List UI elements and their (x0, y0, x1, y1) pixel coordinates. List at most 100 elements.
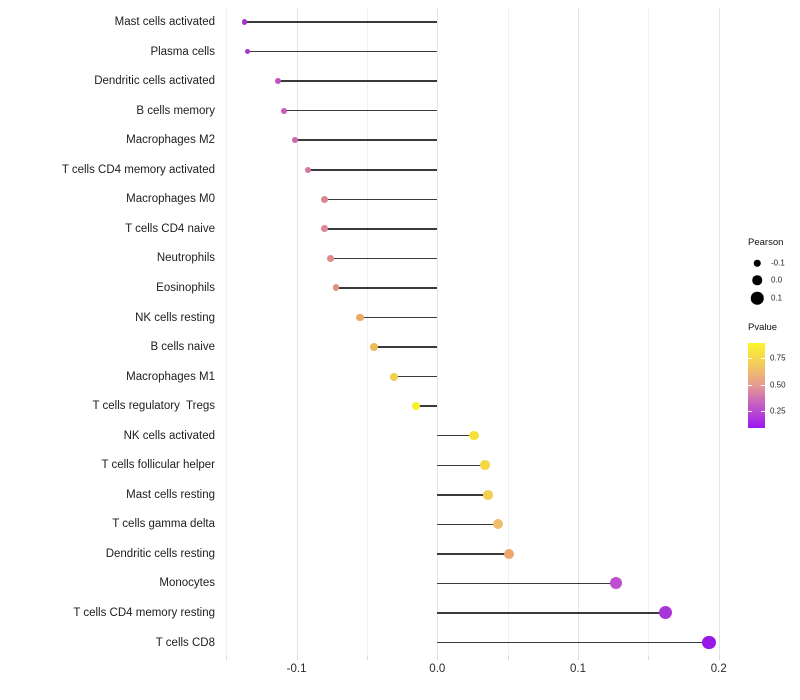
lollipop-dot (244, 48, 250, 55)
lollipop-stem (307, 169, 438, 171)
x-axis-tick-label: 0.2 (710, 663, 727, 675)
size-legend-label: 0.0 (771, 275, 783, 285)
size-legend-label: -0.1 (771, 258, 785, 268)
y-axis-label: Dendritic cells activated (94, 75, 215, 88)
y-axis-label: Macrophages M2 (126, 134, 215, 147)
grid-major-line (718, 8, 720, 656)
lollipop-dot (411, 401, 421, 411)
y-axis-label: T cells CD4 naive (125, 222, 215, 235)
lollipop-dot (658, 606, 672, 620)
lollipop-stem (437, 523, 498, 526)
y-axis-label: NK cells resting (135, 311, 215, 324)
y-axis-label: Macrophages M0 (126, 193, 215, 206)
y-axis-label: Mast cells resting (126, 488, 215, 501)
lollipop-stem (437, 612, 666, 614)
lollipop-dot (370, 343, 378, 351)
x-axis-tick (366, 656, 368, 660)
lollipop-stem (373, 346, 438, 348)
pvalue-tick-label: 0.25 (770, 406, 786, 416)
lollipop-dot (480, 460, 490, 471)
grid-major-line (296, 8, 298, 656)
lollipop-dot (609, 577, 623, 590)
y-axis-label: T cells regulatory Tregs (92, 400, 215, 413)
y-axis-label: T cells CD4 memory resting (73, 607, 215, 619)
lollipop-stem (437, 553, 510, 555)
lollipop-stem (324, 228, 438, 230)
size-legend-dot (752, 275, 762, 285)
lollipop-stem (359, 316, 438, 319)
y-axis-label: Dendritic cells resting (105, 547, 215, 560)
y-axis-label: Mast cells activated (114, 16, 215, 28)
lollipop-dot (356, 313, 364, 322)
lollipop-stem (283, 109, 438, 112)
pvalue-tick-label: 0.50 (770, 380, 786, 390)
grid-minor-line (507, 8, 509, 656)
lollipop-dot (304, 166, 312, 173)
x-axis-tick (507, 656, 509, 660)
x-axis-tick-label: 0.0 (429, 663, 446, 675)
lollipop-stem (437, 641, 709, 644)
x-axis-tick (226, 656, 228, 660)
lollipop-dot (275, 78, 282, 85)
y-axis-label: T cells gamma delta (112, 518, 215, 531)
grid-minor-line (366, 8, 368, 656)
x-axis-tick-label: 0.1 (570, 663, 587, 675)
grid-minor-line (648, 8, 650, 656)
lollipop-stem (437, 582, 616, 585)
lollipop-stem (247, 50, 438, 53)
size-legend-title: Pearson (748, 237, 784, 248)
size-legend-label: 0.1 (771, 293, 783, 303)
pvalue-tick-mark (761, 357, 765, 359)
y-axis-label: T cells CD4 memory activated (61, 163, 215, 176)
pvalue-tick-mark (748, 357, 752, 359)
pvalue-tick-mark (761, 384, 765, 386)
lollipop-stem (335, 287, 438, 289)
size-legend-dot (753, 259, 761, 267)
lollipop-dot (292, 137, 299, 144)
lollipop-dot (241, 19, 248, 25)
lollipop-dot (483, 489, 493, 500)
grid-major-line (578, 8, 580, 656)
lollipop-dot (492, 519, 503, 530)
pvalue-tick-mark (761, 411, 765, 412)
x-axis-tick (437, 656, 439, 660)
lollipop-stem (416, 405, 438, 407)
y-axis-label: Monocytes (159, 577, 215, 590)
lollipop-dot (504, 548, 515, 559)
y-axis-label: Eosinophils (156, 281, 215, 294)
pvalue-tick-mark (748, 411, 752, 412)
lollipop-dot (701, 635, 716, 650)
lollipop-stem (324, 198, 438, 201)
y-axis-label: Neutrophils (156, 252, 215, 265)
x-axis-tick (296, 656, 298, 660)
lollipop-stem (278, 80, 438, 82)
lollipop-stem (437, 434, 474, 437)
grid-major-line (437, 8, 439, 656)
y-axis-label: T cells CD8 (155, 636, 215, 649)
y-axis-label: B cells memory (136, 104, 215, 117)
y-axis-label: Plasma cells (150, 45, 215, 58)
lollipop-stem (295, 139, 438, 141)
x-axis-tick-label: -0.1 (286, 663, 307, 675)
y-axis-label: NK cells activated (123, 429, 215, 442)
lollipop-dot (326, 254, 334, 262)
lollipop-dot (321, 195, 329, 203)
y-axis-label: T cells follicular helper (101, 459, 215, 472)
x-axis-tick (718, 656, 720, 660)
grid-minor-line (226, 8, 228, 656)
lollipop-stem (393, 375, 438, 378)
lollipop-stem (437, 494, 488, 496)
color-legend-title: Pvalue (748, 322, 778, 333)
lollipop-dot (280, 107, 287, 114)
pvalue-tick-label: 0.75 (770, 353, 786, 363)
lollipop-dot (332, 284, 340, 292)
lollipop-dot (389, 372, 398, 381)
lollipop-stem (437, 464, 486, 466)
x-axis-tick (648, 656, 650, 660)
y-axis-label: B cells naive (150, 341, 215, 354)
y-axis-label: Macrophages M1 (126, 370, 215, 383)
lollipop-stem (244, 21, 438, 23)
size-legend-dot (750, 291, 764, 305)
pvalue-tick-mark (748, 384, 752, 386)
